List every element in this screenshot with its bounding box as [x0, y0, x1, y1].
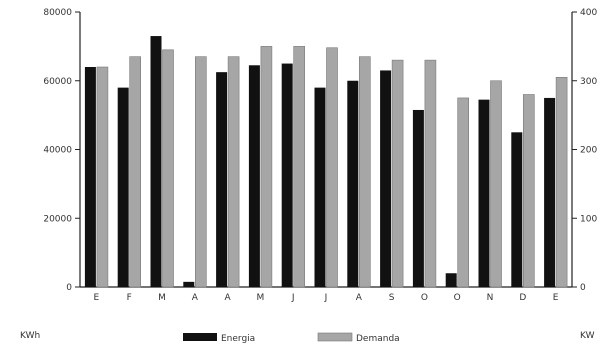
legend-energia-label: Energia: [221, 334, 255, 344]
right-tick-label: 200: [580, 146, 597, 156]
energia-bar: [117, 87, 129, 287]
demanda-bar: [326, 47, 338, 288]
demanda-bar: [260, 46, 273, 288]
demanda-bar: [195, 56, 207, 288]
x-tick-label: O: [421, 293, 428, 303]
energia-bar: [511, 132, 523, 287]
legend-energia-swatch: [183, 333, 217, 341]
x-tick-label: S: [389, 293, 395, 303]
demanda-bar: [457, 97, 470, 288]
demanda-bar: [555, 77, 568, 288]
energia-bar: [84, 67, 96, 287]
left-tick-label: 20000: [43, 214, 72, 224]
energia-bar: [281, 63, 293, 287]
energia-bar: [216, 72, 228, 287]
right-tick-label: 0: [580, 283, 586, 293]
demanda-bar: [490, 80, 502, 288]
x-tick-label: A: [192, 293, 199, 303]
x-tick-label: M: [158, 293, 166, 303]
demanda-bar: [162, 49, 174, 288]
x-tick-label: E: [94, 293, 100, 303]
x-tick-label: N: [487, 293, 494, 303]
x-tick-label: A: [225, 293, 232, 303]
right-axis-label: KW: [580, 331, 595, 341]
x-tick-label: A: [356, 293, 363, 303]
right-tick-label: 300: [580, 77, 597, 87]
demanda-bar: [227, 56, 240, 288]
demanda-bar: [96, 66, 109, 288]
demanda-bar: [293, 46, 306, 288]
energia-bar: [445, 273, 457, 287]
x-tick-label: O: [454, 293, 461, 303]
x-tick-label: M: [257, 293, 265, 303]
energia-bar: [150, 36, 162, 287]
energia-bar: [314, 87, 326, 287]
legend-demanda-label: Demanda: [356, 334, 400, 344]
right-tick-label: 400: [580, 8, 597, 18]
demanda-bar: [391, 59, 404, 288]
energia-bar: [478, 99, 490, 287]
left-tick-label: 40000: [43, 146, 72, 156]
x-tick-label: F: [127, 293, 132, 303]
demanda-bar: [358, 56, 371, 288]
left-tick-label: 60000: [43, 77, 72, 87]
legend-demanda-swatch: [317, 332, 353, 342]
right-tick-label: 100: [580, 214, 597, 224]
x-tick-label: D: [519, 293, 526, 303]
x-tick-label: J: [324, 293, 328, 303]
energia-bar: [412, 109, 424, 287]
left-tick-label: 80000: [43, 8, 72, 18]
demanda-bar: [129, 56, 141, 288]
demanda-bar: [424, 59, 437, 288]
x-tick-label: J: [291, 293, 295, 303]
left-axis-label: KWh: [20, 331, 40, 341]
energia-bar: [380, 70, 392, 287]
energia-bar: [347, 80, 359, 287]
energia-bar: [544, 97, 556, 287]
x-tick-label: E: [553, 293, 559, 303]
energia-bar: [183, 281, 195, 287]
demanda-bar: [522, 94, 535, 288]
energia-bar: [248, 65, 260, 287]
left-tick-label: 0: [66, 283, 72, 293]
